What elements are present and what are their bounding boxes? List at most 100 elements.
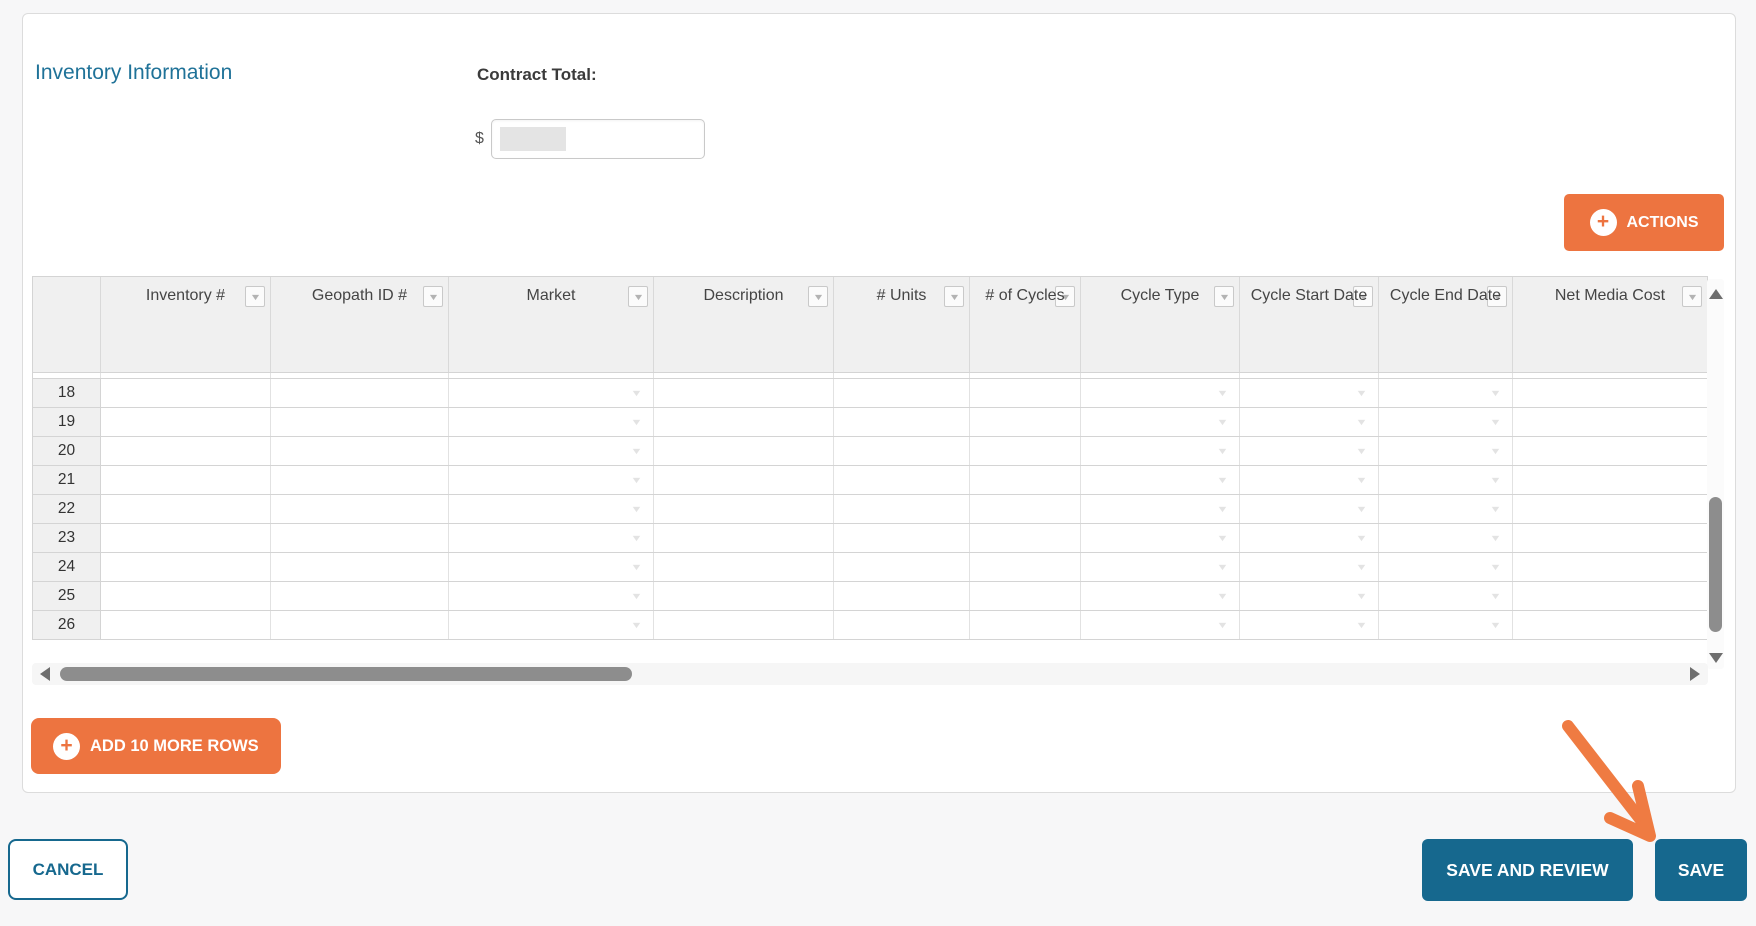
cell-units[interactable] [834,437,970,465]
filter-icon[interactable]: ▼ [423,286,443,307]
cell-cycle-start-date[interactable]: ▼ [1240,582,1379,610]
cell-net-media-cost[interactable] [1513,582,1707,610]
cell-inventory-number[interactable] [101,582,271,610]
cell-cycle-start-date[interactable]: ▼ [1240,611,1379,639]
cell-cycles[interactable] [970,379,1081,407]
cell-cycles[interactable] [970,495,1081,523]
cell-cycle-type[interactable]: ▼ [1081,379,1240,407]
cell-geopath-id[interactable] [271,408,449,436]
scroll-left-icon[interactable] [40,667,50,681]
cell-description[interactable] [654,495,834,523]
cell-cycle-type[interactable]: ▼ [1081,582,1240,610]
filter-icon[interactable]: ▼ [1214,286,1234,307]
column-header-cycle-end-date[interactable]: Cycle End Date ▼ [1379,277,1513,372]
cell-description[interactable] [654,553,834,581]
cell-net-media-cost[interactable] [1513,466,1707,494]
column-header-cycle-start-date[interactable]: Cycle Start Date ▼ [1240,277,1379,372]
cell-cycle-start-date[interactable]: ▼ [1240,437,1379,465]
cell-geopath-id[interactable] [271,379,449,407]
cell-description[interactable] [654,408,834,436]
cell-units[interactable] [834,524,970,552]
cell-description[interactable] [654,437,834,465]
cell-description[interactable] [654,524,834,552]
cell-inventory-number[interactable] [101,611,271,639]
cell-inventory-number[interactable] [101,437,271,465]
cell-inventory-number[interactable] [101,466,271,494]
cell-cycles[interactable] [970,611,1081,639]
cell-cycle-start-date[interactable]: ▼ [1240,524,1379,552]
contract-total-input[interactable] [491,119,705,159]
filter-icon[interactable]: ▼ [1682,286,1702,307]
cell-units[interactable] [834,553,970,581]
cell-cycles[interactable] [970,408,1081,436]
horizontal-scrollbar-thumb[interactable] [60,667,632,681]
cell-cycle-end-date[interactable]: ▼ [1379,524,1513,552]
cell-cycle-start-date[interactable]: ▼ [1240,553,1379,581]
filter-icon[interactable]: ▼ [245,286,265,307]
cell-geopath-id[interactable] [271,553,449,581]
cell-cycle-end-date[interactable]: ▼ [1379,466,1513,494]
column-header-inventory-number[interactable]: Inventory # ▼ [101,277,271,372]
column-header-cycles[interactable]: # of Cycles ▼ [970,277,1081,372]
column-header-net-media-cost[interactable]: Net Media Cost ▼ [1513,277,1707,372]
cell-geopath-id[interactable] [271,611,449,639]
cell-description[interactable] [654,379,834,407]
cell-units[interactable] [834,611,970,639]
cell-description[interactable] [654,466,834,494]
save-button[interactable]: SAVE [1655,839,1747,901]
cell-market[interactable]: ▼ [449,379,654,407]
cell-cycle-start-date[interactable]: ▼ [1240,466,1379,494]
cell-net-media-cost[interactable] [1513,379,1707,407]
cell-cycle-type[interactable]: ▼ [1081,611,1240,639]
cell-market[interactable]: ▼ [449,582,654,610]
cell-cycle-type[interactable]: ▼ [1081,466,1240,494]
cell-net-media-cost[interactable] [1513,524,1707,552]
cell-cycle-start-date[interactable]: ▼ [1240,379,1379,407]
cell-geopath-id[interactable] [271,524,449,552]
cell-market[interactable]: ▼ [449,437,654,465]
cell-geopath-id[interactable] [271,437,449,465]
cell-cycle-end-date[interactable]: ▼ [1379,553,1513,581]
cell-cycles[interactable] [970,437,1081,465]
cell-cycles[interactable] [970,524,1081,552]
cell-units[interactable] [834,408,970,436]
cell-inventory-number[interactable] [101,379,271,407]
save-and-review-button[interactable]: SAVE AND REVIEW [1422,839,1633,901]
cell-market[interactable]: ▼ [449,408,654,436]
vertical-scrollbar[interactable] [1707,279,1724,669]
vertical-scrollbar-thumb[interactable] [1709,497,1722,632]
cell-geopath-id[interactable] [271,582,449,610]
column-header-cycle-type[interactable]: Cycle Type ▼ [1081,277,1240,372]
cell-market[interactable]: ▼ [449,553,654,581]
horizontal-scrollbar[interactable] [32,663,1708,685]
cell-geopath-id[interactable] [271,466,449,494]
column-header-market[interactable]: Market ▼ [449,277,654,372]
cell-cycle-type[interactable]: ▼ [1081,524,1240,552]
scroll-right-icon[interactable] [1690,667,1700,681]
cell-cycles[interactable] [970,582,1081,610]
cell-net-media-cost[interactable] [1513,437,1707,465]
cell-cycle-end-date[interactable]: ▼ [1379,582,1513,610]
cell-cycle-end-date[interactable]: ▼ [1379,495,1513,523]
column-header-description[interactable]: Description ▼ [654,277,834,372]
cell-net-media-cost[interactable] [1513,408,1707,436]
cell-cycle-end-date[interactable]: ▼ [1379,437,1513,465]
filter-icon[interactable]: ▼ [944,286,964,307]
cell-inventory-number[interactable] [101,408,271,436]
cell-market[interactable]: ▼ [449,495,654,523]
cell-cycle-type[interactable]: ▼ [1081,553,1240,581]
cell-units[interactable] [834,495,970,523]
scroll-up-icon[interactable] [1709,289,1723,299]
cell-units[interactable] [834,582,970,610]
cell-geopath-id[interactable] [271,495,449,523]
cell-units[interactable] [834,379,970,407]
scroll-down-icon[interactable] [1709,653,1723,663]
cancel-button[interactable]: CANCEL [8,839,128,900]
add-rows-button[interactable]: + ADD 10 MORE ROWS [31,718,281,774]
cell-cycles[interactable] [970,553,1081,581]
cell-cycle-start-date[interactable]: ▼ [1240,495,1379,523]
cell-cycle-type[interactable]: ▼ [1081,495,1240,523]
cell-market[interactable]: ▼ [449,611,654,639]
column-header-geopath-id[interactable]: Geopath ID # ▼ [271,277,449,372]
filter-icon[interactable]: ▼ [808,286,828,307]
